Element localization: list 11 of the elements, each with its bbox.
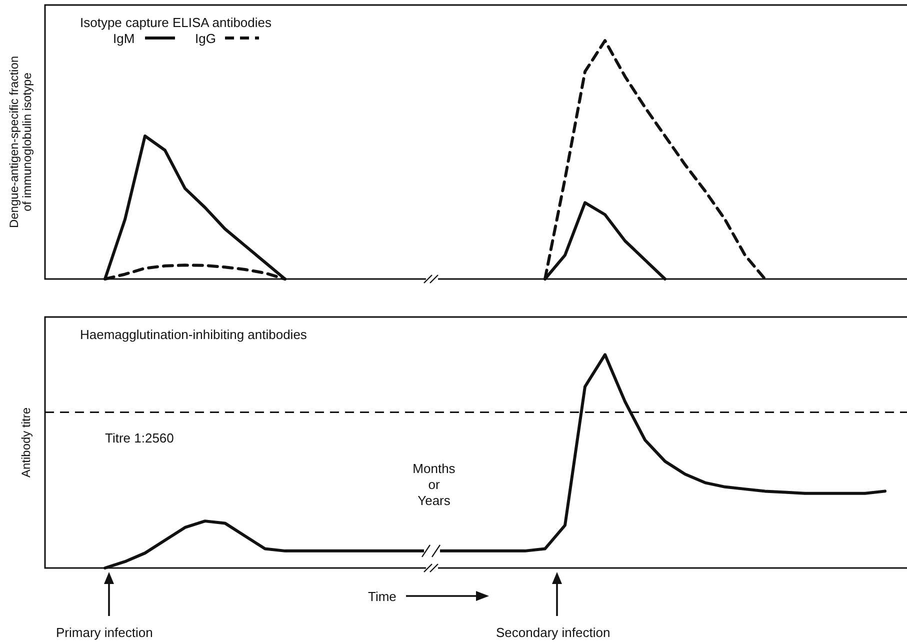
- legend-label: IgM: [113, 31, 135, 46]
- text: Secondary infection: [496, 625, 610, 640]
- text: Primary infection: [56, 625, 153, 640]
- y-axis-title: Dengue-antigen-specific fraction of immunoglobulin isotype: [7, 56, 34, 228]
- legend-label: IgG: [195, 31, 216, 46]
- legend-title: Isotype capture ELISA antibodies: [80, 15, 272, 30]
- text: Time: [368, 589, 396, 604]
- annotation: Months or Years: [412, 461, 456, 508]
- chart-title: Haemagglutination-inhibiting antibodies: [80, 327, 308, 342]
- ref-line-label: Titre 1:2560: [105, 430, 174, 446]
- y-axis-title: Antibody titre: [19, 407, 33, 478]
